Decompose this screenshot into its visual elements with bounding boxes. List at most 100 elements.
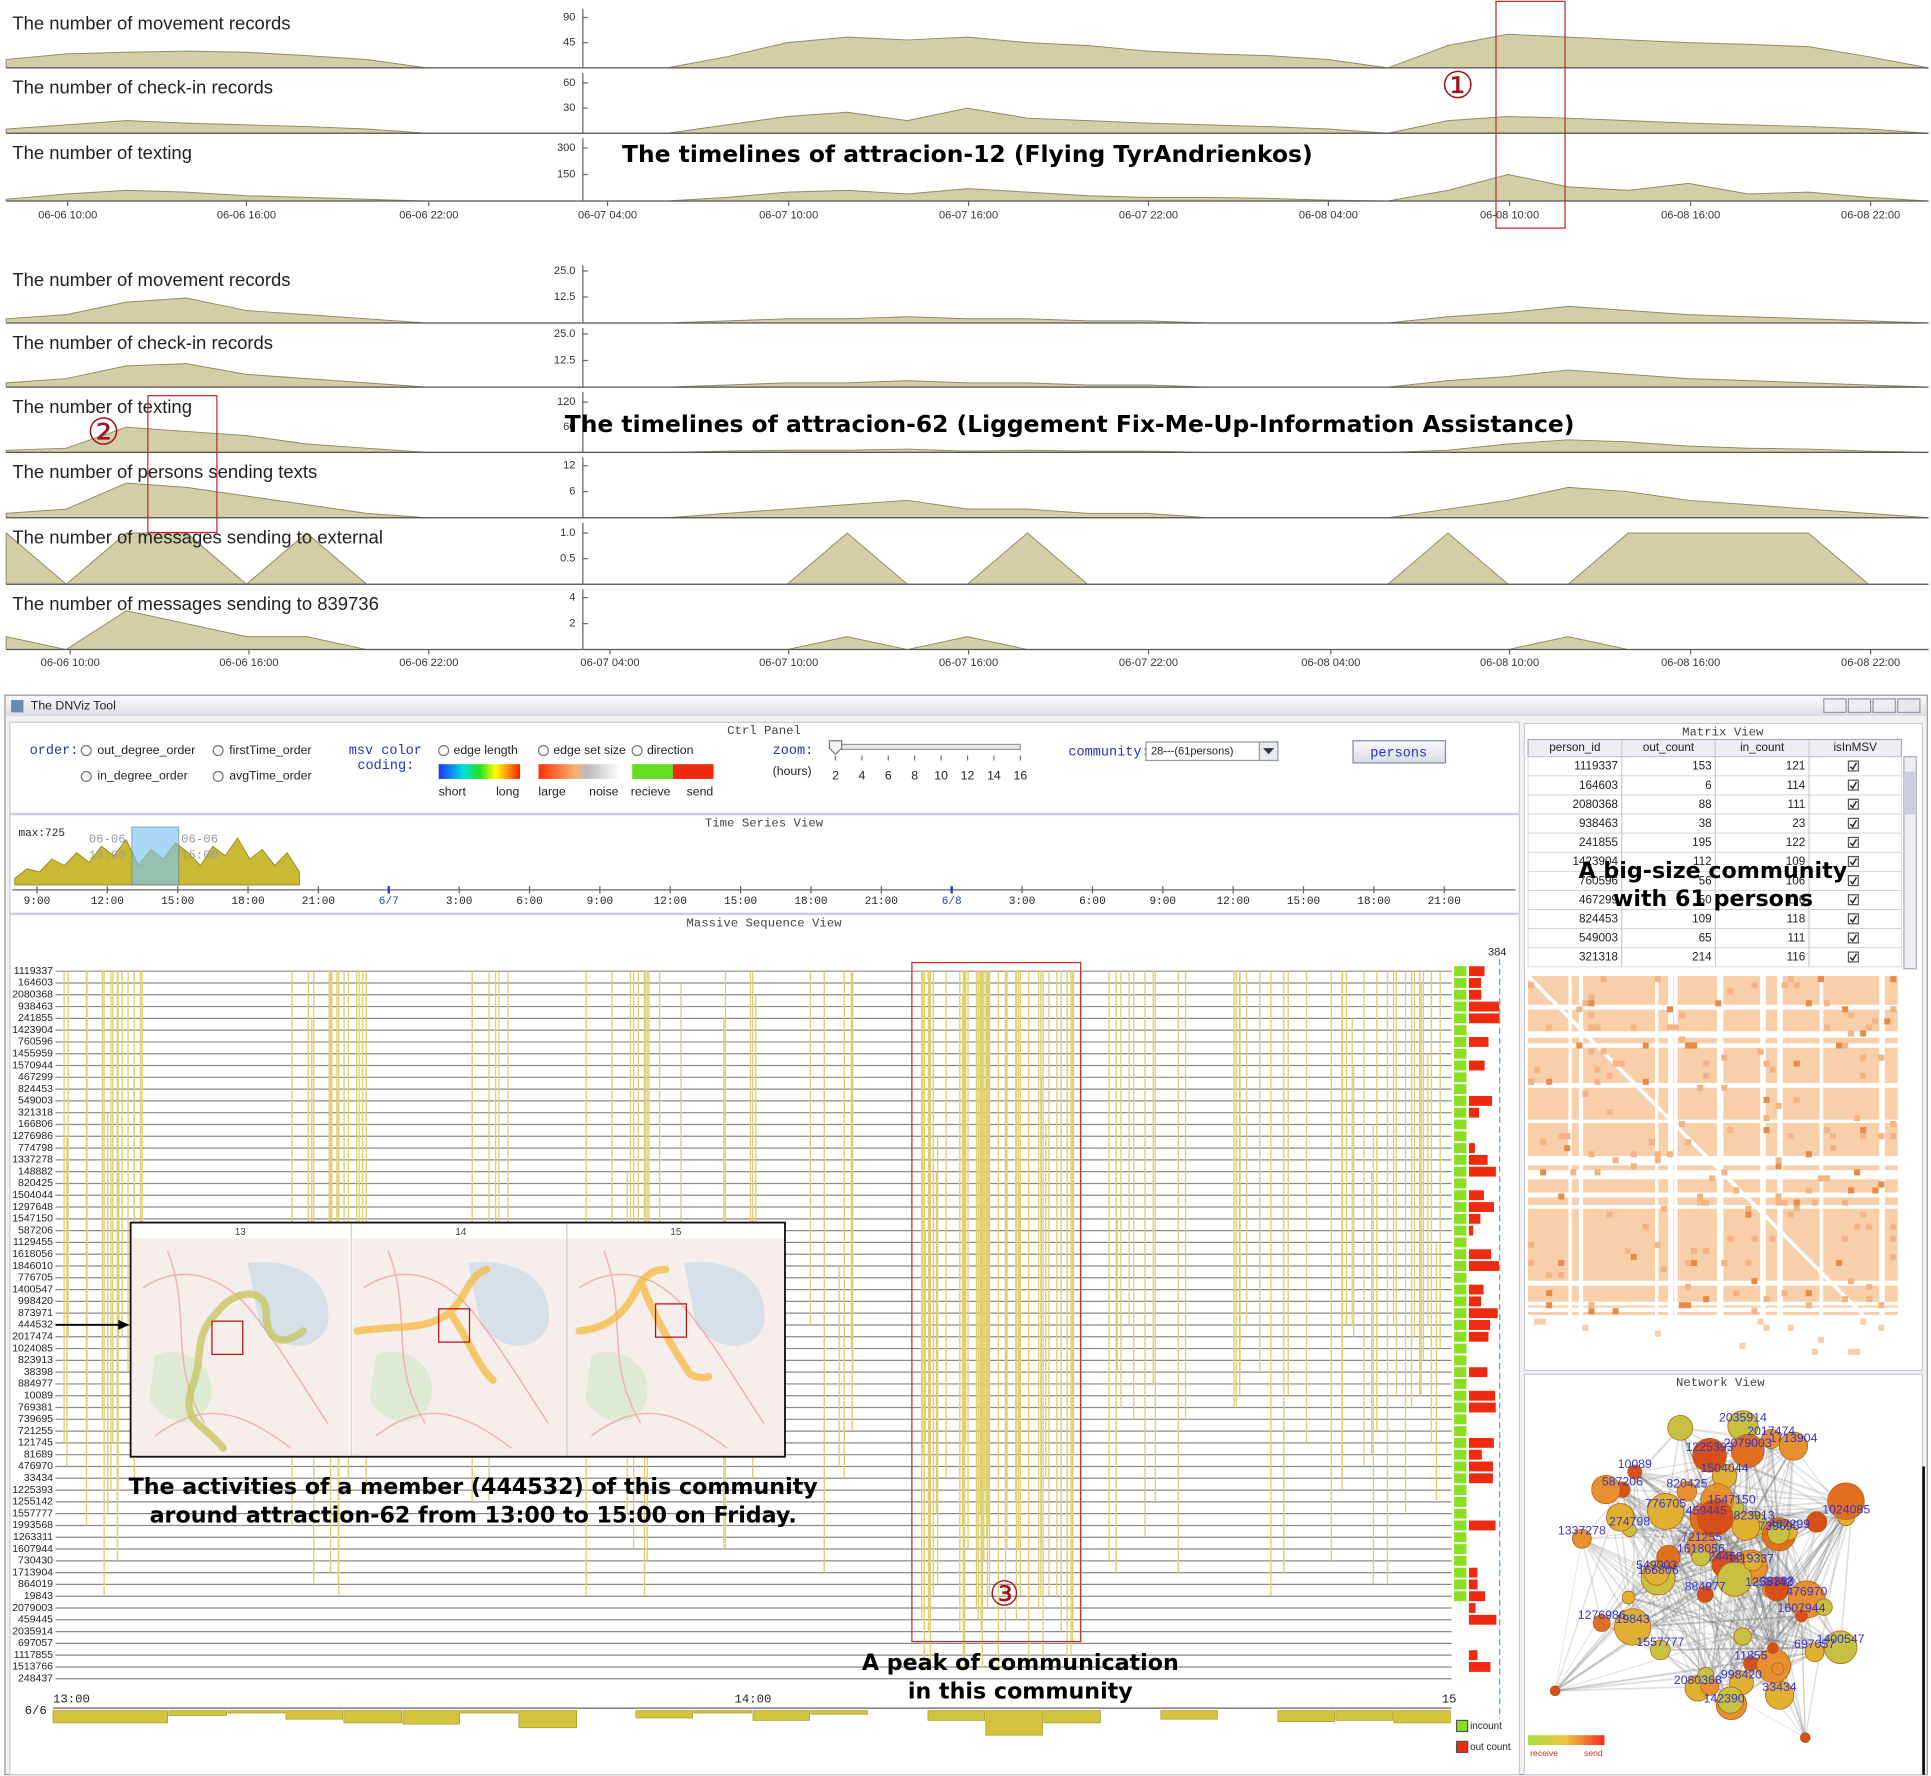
selection-label: 06-06 <box>181 833 218 847</box>
network-node[interactable] <box>1691 1547 1711 1567</box>
incount-bar <box>1454 1555 1467 1566</box>
network-node[interactable] <box>1606 1503 1635 1532</box>
network-node[interactable] <box>1800 1732 1811 1743</box>
node-label: 2079003 <box>1724 1436 1772 1450</box>
persons-button[interactable] <box>1352 740 1447 764</box>
network-node[interactable] <box>1743 1552 1763 1572</box>
network-node[interactable] <box>1621 1590 1636 1605</box>
network-node[interactable] <box>1731 1512 1760 1541</box>
checkbox[interactable] <box>1847 894 1859 906</box>
checkbox[interactable] <box>1847 855 1859 868</box>
network-node[interactable] <box>1656 1545 1681 1570</box>
network-node[interactable] <box>1591 1474 1621 1505</box>
slider-thumb[interactable] <box>828 740 843 756</box>
matrix-gap <box>1528 1307 1898 1312</box>
time-bin-bar <box>985 1710 1043 1736</box>
matrix-cell <box>1823 1127 1830 1134</box>
network-edge <box>1634 1471 1847 1503</box>
network-node[interactable] <box>1815 1598 1833 1616</box>
network-node[interactable] <box>1778 1431 1809 1461</box>
checkbox[interactable] <box>1847 817 1859 829</box>
radio-button[interactable] <box>212 745 224 757</box>
outcount-bar <box>1468 1107 1480 1118</box>
matrix-cell <box>1854 1114 1861 1122</box>
incount-bar <box>1454 1202 1467 1212</box>
checkbox[interactable] <box>1847 913 1859 925</box>
checkbox[interactable] <box>1847 875 1859 887</box>
network-node[interactable] <box>1549 1685 1561 1697</box>
scroll-thumb[interactable] <box>1905 771 1915 815</box>
radio-button[interactable] <box>537 745 549 757</box>
network-node[interactable] <box>1806 1511 1828 1533</box>
node-label: 721255 <box>1681 1530 1722 1544</box>
network-node[interactable] <box>1592 1614 1611 1632</box>
network-node[interactable] <box>1717 1561 1753 1597</box>
incount-bar <box>1454 1331 1467 1342</box>
network-edge <box>1619 1517 1699 1689</box>
matrix-cell <box>1685 1302 1692 1309</box>
network-node[interactable] <box>1767 1522 1790 1545</box>
network-node[interactable] <box>1697 1667 1715 1685</box>
matrix-cell <box>1842 1199 1849 1206</box>
network-node[interactable] <box>1764 1576 1790 1602</box>
network-node[interactable] <box>1730 1434 1765 1468</box>
checkbox[interactable] <box>1847 951 1859 963</box>
network-node[interactable] <box>1696 1586 1714 1603</box>
network-node[interactable] <box>1804 1642 1825 1663</box>
network-node[interactable] <box>1823 1630 1858 1664</box>
matrix-cell <box>1751 1278 1758 1285</box>
network-node[interactable] <box>1827 1482 1865 1520</box>
community-value: 28---(61persons) <box>1151 746 1234 758</box>
network-node[interactable] <box>1667 1415 1694 1441</box>
slider-track[interactable] <box>834 743 1021 750</box>
person-id: 1337278 <box>12 1155 53 1166</box>
network-node[interactable] <box>1733 1627 1752 1646</box>
person-id: 1255142 <box>12 1497 53 1508</box>
checkbox[interactable] <box>1847 798 1859 810</box>
network-node[interactable] <box>1627 1464 1643 1480</box>
column-header: isInMSV <box>1833 741 1877 754</box>
radio-button[interactable] <box>438 745 450 757</box>
network-node[interactable] <box>1795 1609 1808 1623</box>
matrix-cell <box>1630 1024 1637 1031</box>
network-node[interactable] <box>1647 1493 1684 1530</box>
table-cell: 114 <box>1787 779 1806 792</box>
color-ramp <box>438 764 521 779</box>
checkbox[interactable] <box>1847 932 1859 944</box>
checkbox[interactable] <box>1847 836 1859 848</box>
radio-button[interactable] <box>631 745 643 757</box>
matrix-cell <box>1842 1042 1849 1049</box>
radio-button[interactable] <box>80 745 92 757</box>
network-node[interactable] <box>1771 1662 1785 1676</box>
column-header: person_id <box>1549 741 1600 754</box>
person-id: 1129455 <box>13 1237 53 1248</box>
checkbox[interactable] <box>1847 779 1859 791</box>
map-background <box>131 1238 349 1456</box>
time-bin-bar <box>1335 1710 1393 1721</box>
matrix-cell <box>1823 1024 1830 1031</box>
incount-bar <box>1454 1095 1467 1106</box>
window-button[interactable] <box>1872 698 1896 714</box>
network-node[interactable] <box>1614 1608 1652 1646</box>
legend-label: send <box>1584 1748 1603 1758</box>
table-cell: 116 <box>1787 951 1806 964</box>
network-node[interactable] <box>1767 1642 1779 1654</box>
window-button[interactable] <box>1847 698 1872 714</box>
checkbox[interactable] <box>1847 760 1859 772</box>
time-selection[interactable] <box>131 826 180 886</box>
network-node[interactable] <box>1716 1686 1745 1714</box>
network-node[interactable] <box>1692 1437 1727 1473</box>
network-node[interactable] <box>1650 1639 1671 1661</box>
network-node[interactable] <box>1761 1428 1782 1449</box>
radio-button[interactable] <box>80 770 92 783</box>
network-node[interactable] <box>1696 1499 1734 1536</box>
radio-button[interactable] <box>212 770 224 783</box>
network-node[interactable] <box>1676 1481 1698 1502</box>
close-button[interactable] <box>1897 698 1921 714</box>
window-button[interactable] <box>1823 698 1847 714</box>
matrix-cell <box>1672 1024 1679 1031</box>
network-node[interactable] <box>1572 1528 1592 1549</box>
matrix-caption: A big-size community <box>1579 858 1848 884</box>
table-cell: 938463 <box>1579 817 1618 830</box>
dropdown-arrow <box>1263 748 1275 755</box>
